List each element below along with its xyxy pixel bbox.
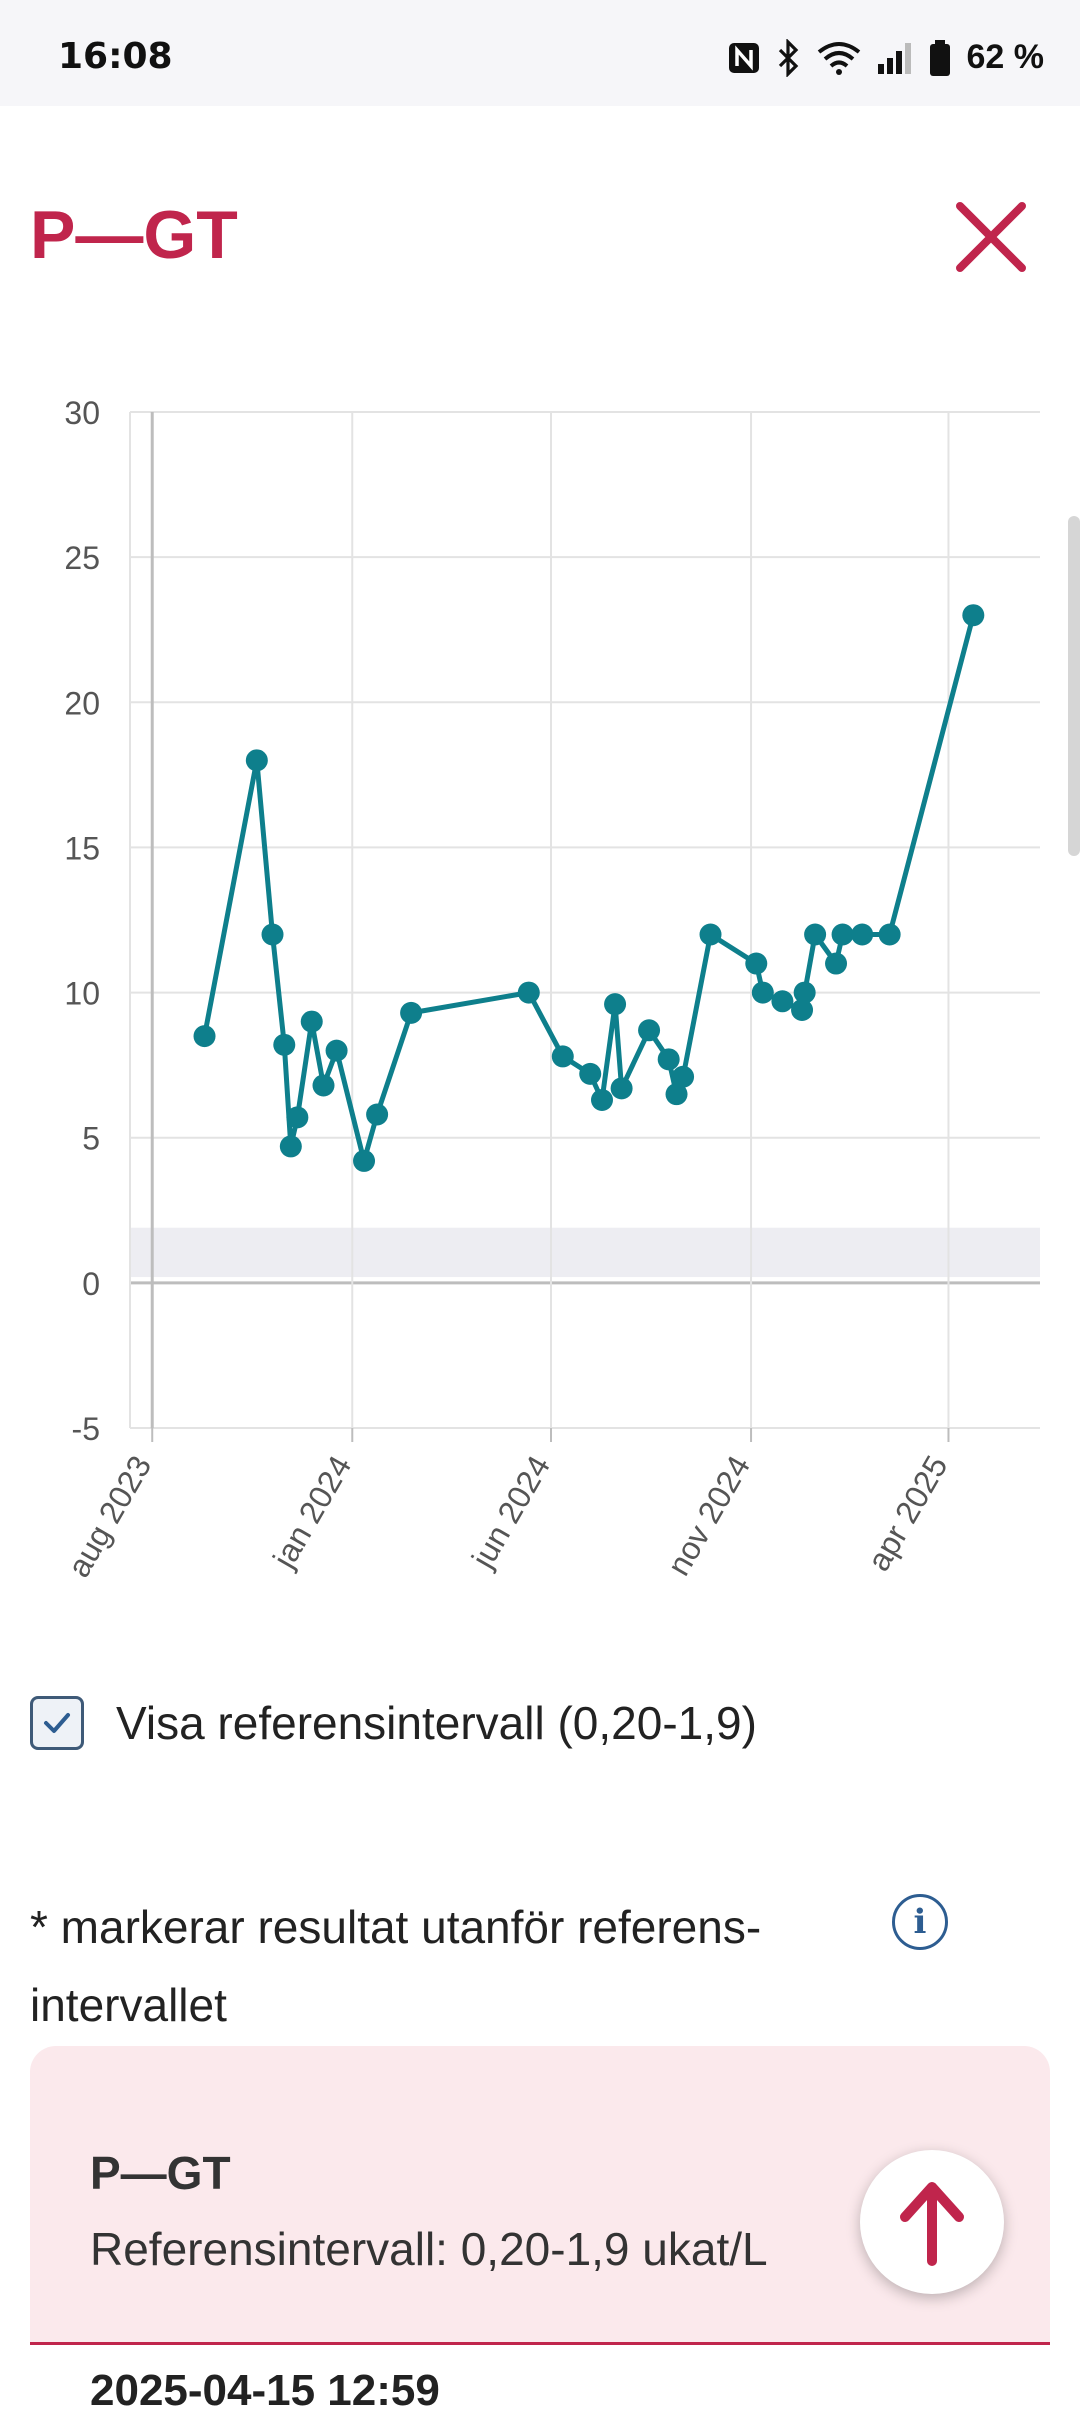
data-point <box>793 981 816 1004</box>
y-tick-label: 20 <box>64 685 100 721</box>
y-tick-label: -5 <box>72 1411 100 1447</box>
status-time: 16:08 <box>58 36 173 77</box>
wifi-icon <box>817 41 861 75</box>
data-point <box>245 749 268 772</box>
data-point <box>610 1077 633 1100</box>
reference-checkbox[interactable] <box>30 1696 84 1750</box>
card-reference-range: Referensintervall: 0,20-1,9 ukat/L <box>90 2223 768 2275</box>
nfc-icon <box>727 41 761 75</box>
data-point <box>366 1103 389 1126</box>
x-tick-label: nov 2024 <box>660 1450 757 1582</box>
data-point <box>745 952 768 975</box>
data-point <box>825 952 848 975</box>
data-point <box>353 1149 376 1172</box>
data-point <box>638 1019 661 1042</box>
battery-icon <box>929 39 951 77</box>
reference-band <box>130 1227 1040 1278</box>
series-line <box>202 614 976 1164</box>
data-point <box>878 923 901 946</box>
data-point <box>851 923 874 946</box>
info-icon[interactable]: i <box>892 1894 948 1950</box>
close-icon <box>956 202 1026 272</box>
card-title: P—GT <box>90 2147 231 2199</box>
data-point <box>400 1001 423 1024</box>
x-tick-label: apr 2025 <box>860 1450 954 1577</box>
data-point <box>325 1039 348 1062</box>
data-point <box>831 923 854 946</box>
y-tick-label: 10 <box>64 976 100 1012</box>
data-point <box>579 1062 602 1085</box>
result-date: 2025-04-15 12:59 <box>90 2366 440 2415</box>
reference-toggle-label: Visa referensintervall (0,20-1,9) <box>116 1697 757 1749</box>
y-tick-label: 30 <box>64 395 100 431</box>
data-point <box>804 923 827 946</box>
status-bar: 16:08 62 % <box>0 0 1080 106</box>
scrollbar-thumb[interactable] <box>1068 516 1080 856</box>
data-point <box>657 1048 680 1071</box>
data-point <box>286 1106 309 1129</box>
data-point <box>273 1033 296 1056</box>
y-tick-label: 0 <box>82 1266 100 1302</box>
y-tick-label: 5 <box>82 1121 100 1157</box>
data-point <box>517 981 540 1004</box>
close-button[interactable] <box>950 196 1032 278</box>
bluetooth-icon <box>777 38 801 77</box>
data-point <box>604 993 627 1016</box>
data-point <box>771 990 794 1013</box>
page-title: P—GT <box>30 197 238 273</box>
data-point <box>312 1074 335 1097</box>
checkmark-icon <box>44 1713 70 1733</box>
data-point <box>300 1010 323 1033</box>
x-tick-label: aug 2023 <box>60 1450 158 1584</box>
arrow-up-icon <box>900 2182 964 2266</box>
data-point <box>279 1135 302 1158</box>
data-point <box>665 1083 688 1106</box>
data-point <box>751 981 774 1004</box>
data-point <box>672 1065 695 1088</box>
data-point <box>791 998 814 1021</box>
scroll-to-top-button[interactable] <box>860 2150 1004 2294</box>
y-tick-label: 25 <box>64 540 100 576</box>
signal-icon <box>877 42 913 74</box>
status-icons: 62 % <box>727 38 1045 77</box>
data-point <box>193 1025 216 1048</box>
data-point <box>962 604 985 627</box>
x-tick-label: jan 2024 <box>265 1450 358 1575</box>
data-point <box>261 923 284 946</box>
data-point <box>590 1088 613 1111</box>
data-point <box>551 1045 574 1068</box>
reference-toggle[interactable]: Visa referensintervall (0,20-1,9) <box>30 1696 757 1750</box>
y-tick-label: 15 <box>64 830 100 866</box>
out-of-range-note: * markerar resultat utanför referens- in… <box>30 1901 762 2031</box>
data-point <box>699 923 722 946</box>
x-tick-label: jun 2024 <box>464 1450 557 1575</box>
battery-percent: 62 % <box>966 38 1045 76</box>
